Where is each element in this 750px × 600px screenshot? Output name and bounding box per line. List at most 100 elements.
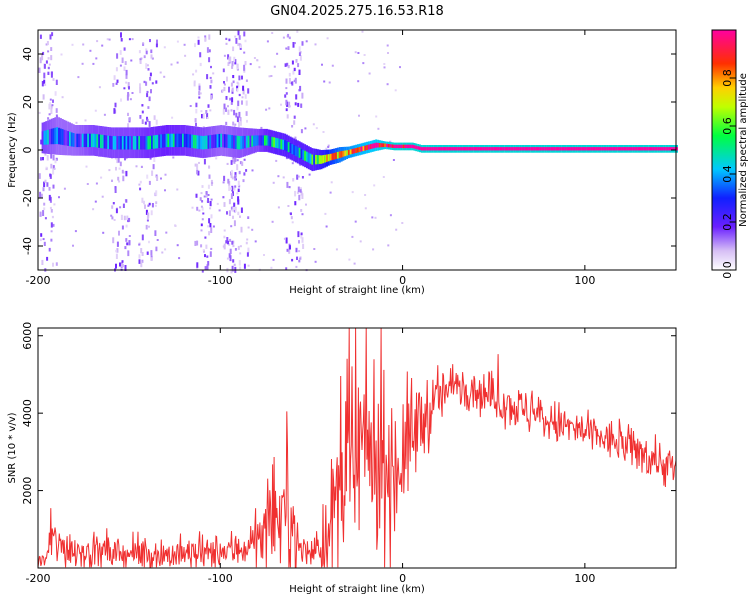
colorbar-tick-label: 0.4 — [721, 165, 734, 183]
spectrogram-ridge-cell — [504, 147, 507, 151]
spectrogram-noise-cell — [48, 247, 51, 252]
spectrogram-noise-cell — [291, 81, 294, 86]
spectrogram-ridge-cell — [45, 130, 48, 145]
spectrogram-noise-cell — [50, 222, 53, 228]
spectrogram-noise-cell — [121, 225, 124, 230]
spectrogram-ridge-cell — [269, 136, 272, 147]
spectrogram-ridge-cell — [61, 129, 64, 145]
spectrogram-noise-cell — [60, 53, 63, 56]
spectrogram-ridge-cell — [121, 136, 124, 150]
spectrogram-ridge-cell — [172, 133, 175, 148]
spectrogram-ridge-cell — [324, 154, 327, 163]
spectrogram-noise-cell — [210, 227, 213, 233]
spectrogram-ridge-cell — [380, 143, 383, 148]
spectrogram-noise-cell — [389, 214, 392, 217]
spectrogram-noise-cell — [231, 240, 234, 245]
spectrogram-ridge-cell — [517, 147, 520, 151]
spectrogram-ridge-cell — [284, 140, 287, 151]
spectrogram-noise-cell — [127, 82, 130, 88]
spectrogram-ridge-cell — [588, 147, 591, 151]
spectrogram-noise-cell — [52, 165, 55, 170]
spectrogram-noise-cell — [125, 170, 128, 177]
spectrogram-noise-cell — [231, 169, 233, 174]
spectrogram-ridge-cell — [544, 147, 547, 151]
spectrogram-noise-cell — [292, 178, 295, 182]
spectrogram-noise-cell — [141, 110, 144, 114]
spectrogram-ridge-cell — [98, 134, 101, 148]
spectrogram-noise-cell — [52, 99, 54, 103]
spectrogram-noise-cell — [127, 250, 130, 257]
spectrogram-noise-cell — [119, 64, 122, 67]
spectrogram-ridge-cell — [548, 147, 551, 151]
spectrogram-noise-cell — [138, 243, 141, 246]
spectrogram-ridge-cell — [347, 149, 350, 155]
spectrogram-noise-cell — [118, 230, 120, 236]
spectrogram-noise-cell — [222, 181, 225, 184]
spectrogram-noise-cell — [232, 207, 235, 212]
spectrogram-noise-cell — [328, 81, 331, 84]
spectrogram-x-axis-label: Height of straight line (km) — [289, 285, 425, 296]
spectrogram-noise-cell — [115, 263, 117, 269]
spectrogram-noise-cell — [291, 125, 294, 128]
spectrogram-x-tick-label: -100 — [208, 274, 233, 287]
spectrogram-ridge-cell — [167, 133, 170, 148]
spectrogram-ridge-cell — [138, 136, 141, 150]
spectrogram-ridge-cell — [409, 144, 412, 149]
spectrogram-ridge-cell — [450, 147, 452, 151]
snr-plot-area — [38, 328, 676, 568]
spectrogram-ridge-cell — [367, 144, 370, 150]
spectrogram-noise-cell — [251, 169, 254, 172]
spectrogram-noise-cell — [238, 260, 241, 266]
spectrogram-ridge-cell — [594, 147, 596, 151]
spectrogram-noise-cell — [117, 157, 120, 163]
spectrogram-noise-cell — [223, 229, 226, 232]
spectrogram-noise-cell — [226, 76, 228, 82]
spectrogram-ridge-cell — [353, 148, 356, 154]
spectrogram-noise-cell — [223, 235, 226, 239]
spectrogram-noise-cell — [243, 31, 246, 37]
spectrogram-noise-cell — [113, 219, 116, 221]
spectrogram-noise-cell — [144, 121, 147, 125]
spectrogram-noise-cell — [144, 204, 146, 209]
spectrogram-ridge-cell — [189, 134, 192, 148]
spectrogram-ridge-cell — [568, 147, 571, 151]
spectrogram-ridge-cell — [351, 148, 354, 154]
spectrogram-ridge-cell — [74, 133, 77, 148]
spectrogram-noise-cell — [237, 82, 240, 88]
spectrogram-ridge-cell — [276, 138, 279, 149]
spectrogram-noise-cell — [223, 103, 226, 110]
spectrogram-noise-cell — [249, 63, 252, 66]
spectrogram-ridge-cell — [626, 147, 629, 151]
spectrogram-noise-cell — [115, 166, 117, 171]
spectrogram-noise-cell — [272, 258, 275, 261]
spectrogram-noise-cell — [374, 216, 377, 219]
spectrogram-noise-cell — [146, 118, 149, 122]
spectrogram-noise-cell — [247, 247, 250, 253]
spectrogram-noise-cell — [354, 220, 357, 223]
spectrogram-ridge-cell — [169, 133, 172, 148]
spectrogram-noise-cell — [139, 187, 142, 191]
spectrogram-noise-cell — [110, 214, 113, 217]
spectrogram-noise-cell — [209, 251, 212, 257]
spectrogram-noise-cell — [128, 86, 130, 90]
spectrogram-ridge-cell — [191, 134, 194, 148]
spectrogram-ridge-cell — [141, 136, 144, 150]
spectrogram-noise-cell — [243, 263, 246, 269]
spectrogram-noise-cell — [205, 244, 208, 249]
spectrogram-noise-cell — [204, 236, 207, 239]
spectrogram-noise-cell — [354, 51, 357, 54]
spectrogram-noise-cell — [237, 30, 240, 36]
colorbar: 0.0 0.2 0.4 0.6 0.8 Normalized spectral ampl… — [711, 29, 749, 279]
spectrogram-ridge-cell — [604, 147, 607, 151]
spectrogram-ridge-cell — [176, 133, 179, 148]
spectrogram-noise-cell — [223, 243, 226, 250]
spectrogram-noise-cell — [305, 40, 308, 43]
spectrogram-noise-cell — [386, 83, 389, 86]
spectrogram-noise-cell — [42, 238, 45, 241]
spectrogram-noise-cell — [210, 65, 212, 69]
spectrogram-noise-cell — [95, 182, 98, 185]
spectrogram-x-tick-label: -200 — [26, 274, 51, 287]
spectrogram-noise-cell — [331, 64, 334, 67]
spectrogram-ridge-cell — [665, 147, 668, 151]
